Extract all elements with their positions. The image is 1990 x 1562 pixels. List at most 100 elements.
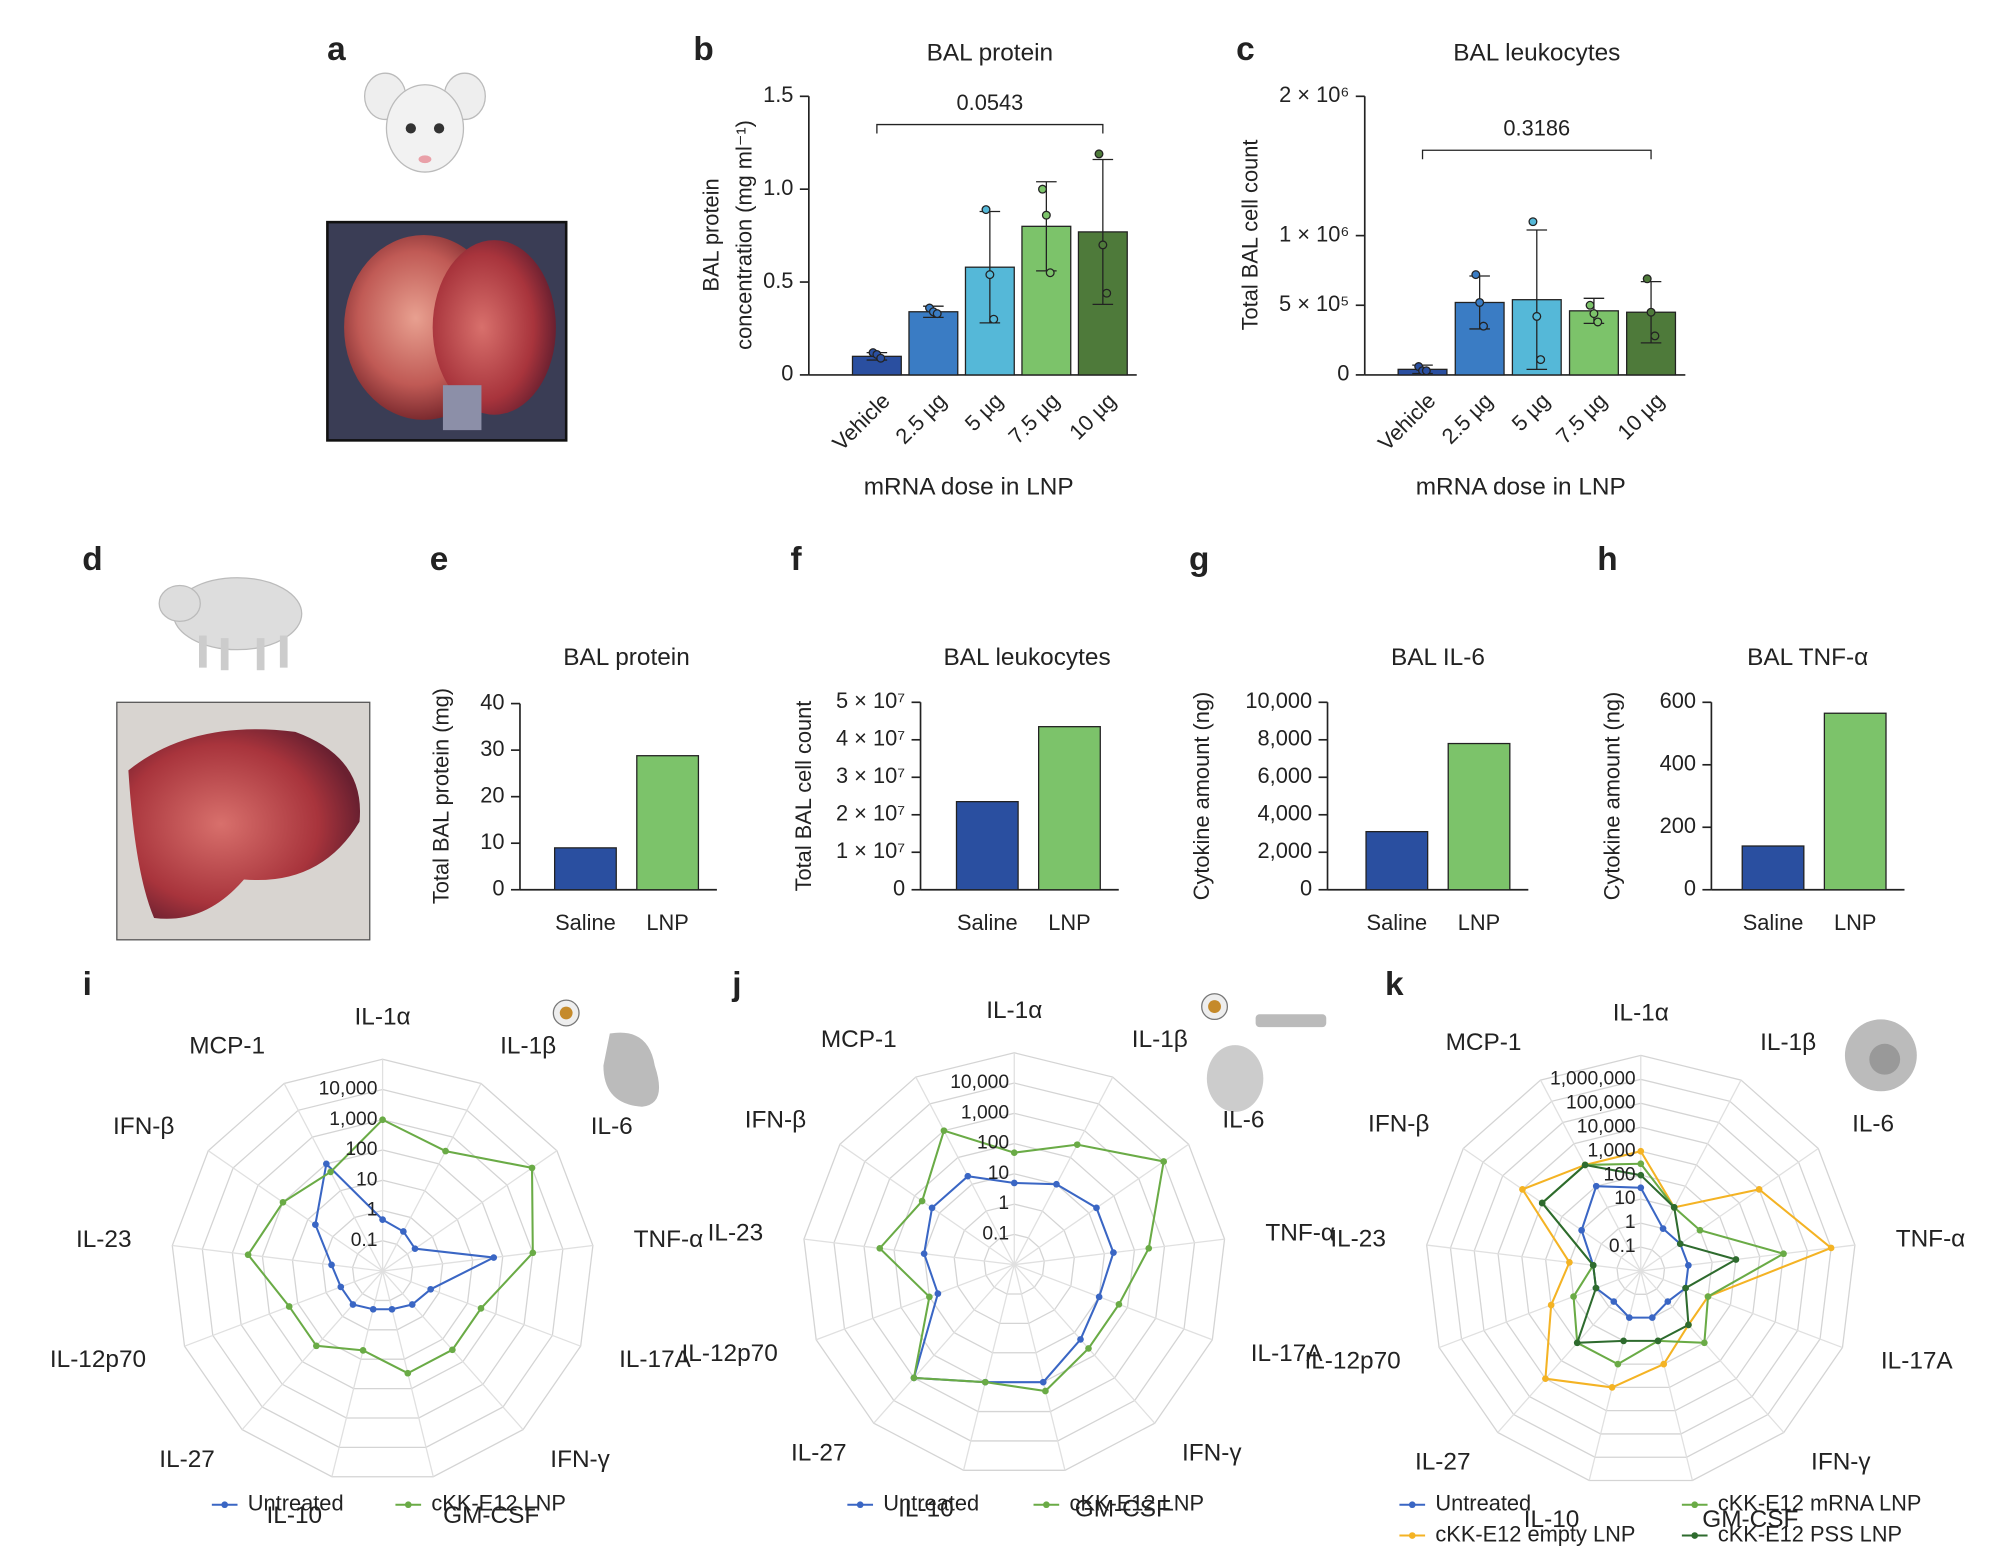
category-label: GM-CSF <box>1702 1506 1798 1533</box>
series-point <box>1110 1249 1117 1256</box>
x-tick-label: LNP <box>1834 910 1876 935</box>
legend-swatch <box>856 1501 864 1509</box>
category-label: IL-12p70 <box>50 1346 146 1373</box>
grid-ring <box>863 1112 1166 1413</box>
y-tick-label: 0 <box>893 876 905 901</box>
series-point <box>1704 1293 1712 1300</box>
spoke <box>1013 1264 1066 1471</box>
panel-letter: j <box>731 966 741 1003</box>
panel-letter: d <box>82 541 102 578</box>
panel-letter: h <box>1597 541 1617 578</box>
series-line <box>1520 1150 1834 1389</box>
x-tick-label: 7.5 µg <box>1003 388 1064 449</box>
mouse-lung-photo <box>326 220 568 442</box>
y-tick-label: 0 <box>492 876 504 901</box>
category-label: IL-12p70 <box>1304 1348 1400 1375</box>
series-point <box>379 1116 386 1124</box>
x-tick-label: LNP <box>646 910 688 935</box>
series-point <box>529 1249 537 1257</box>
r-tick-label: 0.1 <box>1609 1236 1636 1257</box>
grid-ring <box>1497 1126 1785 1412</box>
grid-ring <box>231 1119 534 1419</box>
data-point <box>876 353 886 363</box>
data-point <box>981 205 991 215</box>
legend-label: cKK-E12 empty LNP <box>1435 1521 1635 1546</box>
spoke <box>1497 1270 1642 1433</box>
series-point <box>528 1164 536 1172</box>
series-point <box>1732 1256 1740 1263</box>
r-tick-label: 100 <box>1604 1164 1636 1185</box>
spoke <box>1014 1264 1213 1341</box>
series-point <box>349 1301 357 1308</box>
spoke <box>1640 1079 1742 1272</box>
category-label: IL-1β <box>1760 1029 1816 1056</box>
data-point <box>1094 149 1104 159</box>
x-axis-label: mRNA dose in LNP <box>1416 473 1626 500</box>
data-point <box>1041 210 1051 220</box>
category-label: MCP-1 <box>821 1026 897 1053</box>
series-point <box>1755 1186 1763 1193</box>
spoke <box>1426 1244 1641 1272</box>
spoke <box>915 1076 1015 1265</box>
category-label: GM-CSF <box>1075 1496 1171 1523</box>
bar <box>553 847 617 891</box>
grid-ring <box>1616 1246 1666 1295</box>
grid-ring <box>1473 1102 1808 1435</box>
series-point <box>244 1251 252 1259</box>
series-point <box>1077 1336 1084 1343</box>
bar <box>1741 845 1805 891</box>
panel-letter: f <box>790 541 802 578</box>
legend-swatch <box>1408 1532 1416 1539</box>
y-tick-label: 4,000 <box>1258 801 1313 826</box>
x-tick-label: Saline <box>1367 910 1428 935</box>
series-point <box>279 1198 287 1206</box>
series-point <box>1160 1158 1168 1165</box>
series-point <box>369 1305 377 1313</box>
series-point <box>1145 1244 1153 1252</box>
data-point <box>1421 366 1431 376</box>
icon <box>552 993 1917 1112</box>
series-line <box>246 1118 534 1375</box>
series-point <box>1519 1186 1526 1193</box>
x-tick-label: 5 µg <box>960 388 1008 436</box>
category-label: MCP-1 <box>189 1033 265 1060</box>
spoke <box>1640 1270 1694 1481</box>
spoke <box>1462 1147 1642 1272</box>
series-point <box>1010 1179 1018 1187</box>
legend-swatch <box>1691 1532 1699 1539</box>
panel-letter: k <box>1385 966 1404 1003</box>
bar <box>1365 830 1429 891</box>
x-tick-label: LNP <box>1048 910 1090 935</box>
category-label: TNF-α <box>1896 1226 1966 1253</box>
y-tick-label: 0.5 <box>763 268 793 293</box>
r-tick-label: 100 <box>345 1139 377 1160</box>
series-point <box>1085 1345 1092 1352</box>
series-point <box>1053 1180 1060 1188</box>
category-label: IL-27 <box>1415 1449 1471 1476</box>
series-point <box>388 1305 396 1313</box>
category-label: IL-17A <box>1881 1348 1954 1375</box>
category-label: IL-1β <box>1132 1026 1188 1053</box>
x-tick-label: 7.5 µg <box>1551 388 1612 449</box>
series-point <box>1010 1149 1018 1157</box>
annotation: 0.0543 <box>957 90 1024 115</box>
pig-icon <box>158 577 303 671</box>
series-point <box>442 1147 449 1155</box>
y-axis-label: Total BAL protein (mg) <box>429 688 454 904</box>
series-point <box>1625 1314 1633 1321</box>
x-axis-label: mRNA dose in LNP <box>864 473 1074 500</box>
series-line <box>878 1129 1165 1393</box>
legend-label: Untreated <box>1435 1490 1531 1515</box>
y-tick-label: 30 <box>480 736 504 761</box>
category-label: IFN-β <box>745 1106 806 1133</box>
chart-title: BAL IL-6 <box>1391 644 1485 671</box>
data-point <box>1038 184 1047 194</box>
y-tick-label: 3 × 10⁷ <box>836 763 905 788</box>
category-label: IL-23 <box>1330 1226 1386 1253</box>
data-point <box>1045 268 1055 278</box>
data-point <box>1471 270 1481 280</box>
series-point <box>1648 1314 1656 1321</box>
y-tick-label: 400 <box>1660 751 1696 776</box>
chart-title: BAL leukocytes <box>1453 39 1620 66</box>
y-axis-label: Cytokine amount (ng) <box>1189 692 1214 901</box>
